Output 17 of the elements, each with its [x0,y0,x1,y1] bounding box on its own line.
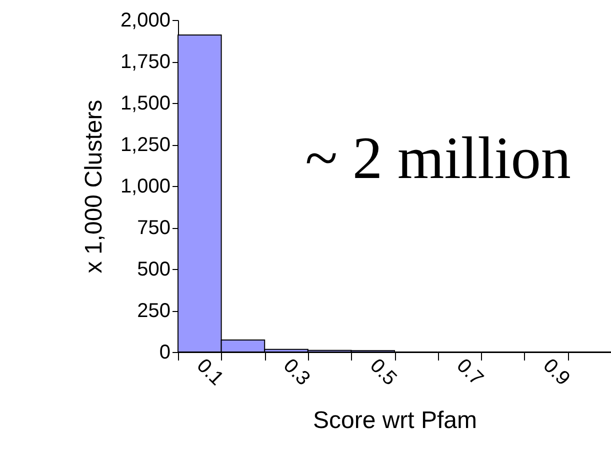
y-tick-label: 1,250 [120,134,170,156]
annotation: ~ 2 million [305,125,571,191]
x-tick-label: 0.9 [538,354,574,390]
y-tick-label: 2,000 [120,10,170,32]
y-tick-label: 750 [137,217,170,239]
y-tick-label: 1,000 [120,176,170,198]
x-tick-label: 0.3 [278,354,314,390]
y-tick-label: 500 [137,258,170,280]
y-tick-label: 1,750 [120,51,170,73]
x-tick-label: 0.7 [452,354,488,390]
y-tick-label: 250 [137,300,170,322]
x-tick-label: 0.5 [366,354,401,390]
y-tick-label: 1,500 [120,92,170,114]
x-tick-label: 0.1 [192,354,228,390]
y-tick-label: 0 [159,342,170,364]
x-axis-title: Score wrt Pfam [312,407,478,434]
y-axis-title: x 1,000 Clusters [80,100,108,274]
